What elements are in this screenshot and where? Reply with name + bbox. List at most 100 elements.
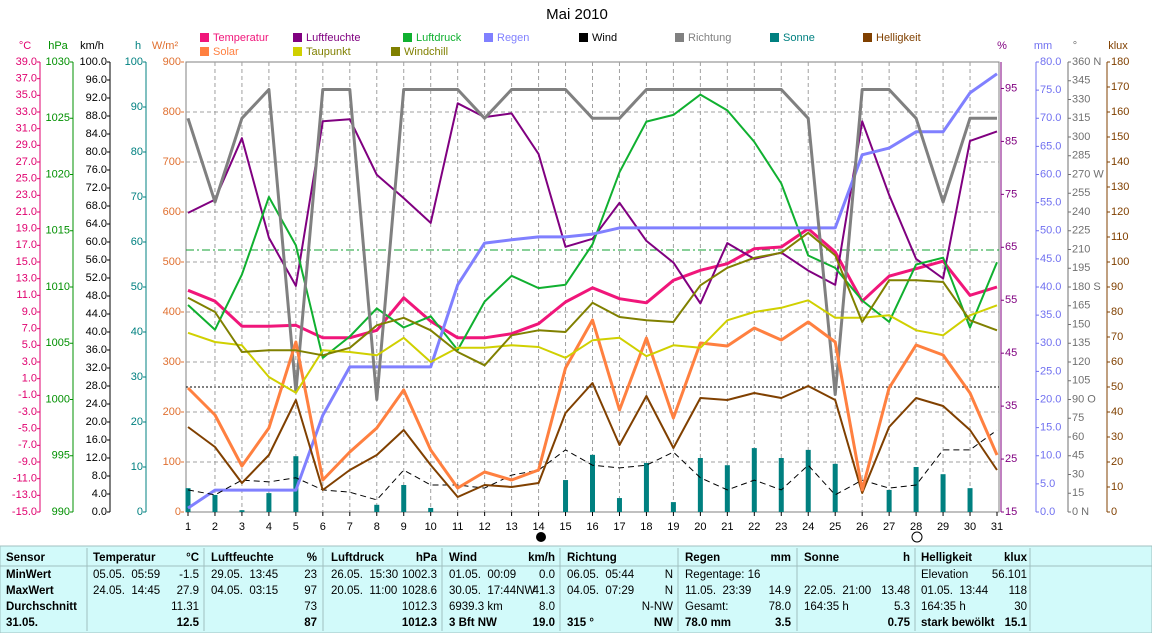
axis-unit: W/m²	[152, 40, 179, 52]
cell: 0.0	[539, 569, 555, 581]
y-tick-label: 1010	[46, 281, 70, 293]
x-tick-label: 23	[775, 521, 787, 533]
y-tick-label: 600	[163, 206, 181, 218]
y-tick-label: 50	[1111, 381, 1123, 393]
y-tick-label: 64.0	[86, 218, 107, 230]
cell: Elevation	[921, 569, 968, 581]
cell: 164:35 h	[804, 601, 849, 613]
cell: NW	[654, 617, 673, 629]
cell: 04.05. 07:29	[567, 585, 634, 597]
y-tick-label: -1.0	[18, 389, 37, 401]
y-tick-label: 40	[1111, 406, 1123, 418]
cell: 41.3	[533, 585, 555, 597]
y-tick-label: 200	[163, 406, 181, 418]
legend-swatch	[200, 33, 209, 42]
x-tick-label: 25	[829, 521, 841, 533]
line-series	[187, 93, 998, 359]
x-tick-label: 27	[883, 521, 895, 533]
y-tick-label: 1030	[46, 56, 70, 68]
y-tick-label: 33.0	[16, 106, 37, 118]
y-tick-label: 120	[1111, 206, 1129, 218]
y-tick-label: 15.0	[16, 256, 37, 268]
y-tick-label: -3.0	[18, 406, 37, 418]
bar	[643, 462, 649, 512]
moon-icon	[911, 531, 923, 543]
cell: 30	[1014, 601, 1027, 613]
y-tick-label: 12.0	[86, 452, 107, 464]
y-tick-label: 0.0	[1040, 506, 1055, 518]
y-tick-label: 30.0	[1040, 337, 1061, 349]
y-tick-label: 24.0	[86, 398, 107, 410]
cell: 97	[304, 585, 317, 597]
y-tick-label: 11.0	[16, 289, 37, 301]
summary-table: Sensor MinWert MaxWert Durchschnitt 31.05. Te…	[0, 545, 1152, 633]
y-tick-label: 60	[1111, 356, 1123, 368]
y-tick-label: 92.0	[86, 92, 107, 104]
y-tick-label: 15	[1072, 487, 1084, 499]
x-tick-label: 17	[613, 521, 625, 533]
cell: 01.05. 00:09	[449, 569, 516, 581]
cell: 87	[304, 617, 317, 629]
legend-swatch	[293, 33, 302, 42]
y-tick-label: 80	[1111, 306, 1123, 318]
y-tick-label: 55.0	[1040, 197, 1061, 209]
cell: 315 °	[567, 617, 594, 629]
bar	[374, 504, 380, 512]
y-tick-label: 96.0	[86, 74, 107, 86]
x-tick-label: 14	[532, 521, 544, 533]
y-tick-label: 75	[1005, 188, 1017, 200]
y-tick-label: 1020	[46, 168, 70, 180]
cell: N	[665, 585, 673, 597]
cell: 164:35 h	[921, 601, 966, 613]
y-tick-label: 1025	[46, 112, 70, 124]
y-tick-label: 40.0	[86, 326, 107, 338]
y-tick-label: -7.0	[18, 439, 37, 451]
y-tick-label: 30	[131, 371, 143, 383]
y-tick-label: -15.0	[12, 506, 37, 518]
bar	[266, 493, 272, 512]
cell: 1002.3	[402, 569, 437, 581]
y-tick-label: 130	[1111, 181, 1129, 193]
moon-icon	[536, 532, 546, 542]
row-label: MaxWert	[6, 585, 54, 597]
y-tick-label: 345	[1072, 75, 1090, 87]
legend-label: Windchill	[404, 46, 448, 58]
y-tick-label: 90	[1111, 281, 1123, 293]
bar	[967, 488, 973, 512]
y-tick-label: 80.0	[1040, 56, 1061, 68]
cell: 06.05. 05:44	[567, 569, 635, 581]
x-tick-label: 1	[185, 521, 191, 533]
y-tick-label: 88.0	[86, 110, 107, 122]
y-tick-label: 900	[163, 56, 181, 68]
y-tick-label: 100	[163, 456, 181, 468]
column-title: Sonne	[804, 552, 839, 564]
bar	[185, 488, 191, 512]
y-tick-label: 20.0	[1040, 393, 1061, 405]
y-tick-label: 40.0	[1040, 281, 1061, 293]
y-tick-label: 105	[1072, 375, 1090, 387]
y-tick-label: 29.0	[16, 139, 37, 151]
y-tick-label: 10	[131, 461, 143, 473]
bar	[239, 510, 245, 512]
y-tick-label: 27.0	[16, 156, 37, 168]
cell: 3.5	[775, 617, 792, 629]
column-title: Helligkeit	[921, 552, 972, 564]
y-tick-label: 990	[52, 506, 70, 518]
axis-unit: °	[1073, 40, 1077, 52]
column-unit: h	[903, 552, 910, 564]
bar	[832, 463, 838, 512]
legend-swatch	[863, 33, 872, 42]
cell: 29.05. 13:45	[211, 569, 278, 581]
x-tick-label: 3	[239, 521, 245, 533]
legend-label: Luftdruck	[416, 32, 462, 44]
legend-swatch	[770, 33, 779, 42]
row-label: MinWert	[6, 569, 51, 581]
column-title: Regen	[685, 552, 720, 564]
x-tick-label: 29	[937, 521, 949, 533]
y-tick-label: 15.0	[1040, 422, 1061, 434]
y-tick-label: 5.0	[22, 339, 37, 351]
line-series	[187, 231, 998, 367]
column-title: Temperatur	[93, 552, 156, 564]
y-tick-label: 60.0	[86, 236, 107, 248]
y-tick-label: 75.0	[1040, 84, 1061, 96]
